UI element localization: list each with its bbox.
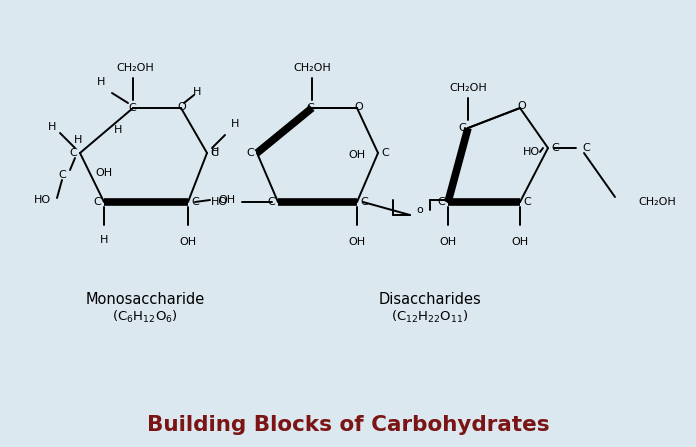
Text: C: C xyxy=(93,197,101,207)
Text: H: H xyxy=(74,135,82,145)
Text: C: C xyxy=(246,148,254,158)
Text: C: C xyxy=(210,148,218,158)
Text: C: C xyxy=(267,197,275,207)
Text: C: C xyxy=(551,143,559,153)
Text: Disaccharides: Disaccharides xyxy=(379,292,482,308)
Text: (C$_{12}$H$_{22}$O$_{11}$): (C$_{12}$H$_{22}$O$_{11}$) xyxy=(391,309,469,325)
Text: HO: HO xyxy=(523,147,540,157)
Text: OH: OH xyxy=(349,237,365,247)
Text: H: H xyxy=(100,235,108,245)
Text: OH: OH xyxy=(180,237,196,247)
Text: O: O xyxy=(177,102,187,112)
Text: C: C xyxy=(360,197,368,207)
Text: OH: OH xyxy=(439,237,457,247)
Text: C: C xyxy=(128,103,136,113)
Text: H: H xyxy=(231,119,239,129)
Text: H: H xyxy=(193,87,201,97)
Text: O: O xyxy=(355,102,363,112)
Text: C: C xyxy=(306,103,314,113)
Text: C: C xyxy=(191,197,199,207)
Text: H: H xyxy=(48,122,56,132)
Text: H: H xyxy=(211,147,219,157)
Text: C: C xyxy=(437,197,445,207)
Text: C: C xyxy=(458,123,466,133)
Text: CH₂OH: CH₂OH xyxy=(116,63,154,73)
Text: C: C xyxy=(381,148,389,158)
Text: o: o xyxy=(417,205,423,215)
Text: H: H xyxy=(114,125,122,135)
Text: CH₂OH: CH₂OH xyxy=(293,63,331,73)
Text: HO: HO xyxy=(211,197,228,207)
Text: Building Blocks of Carbohydrates: Building Blocks of Carbohydrates xyxy=(147,415,549,435)
Text: OH: OH xyxy=(218,195,235,205)
Text: Monosaccharide: Monosaccharide xyxy=(86,292,205,308)
Text: C: C xyxy=(69,148,77,158)
Text: OH: OH xyxy=(349,150,365,160)
Text: CH₂OH: CH₂OH xyxy=(449,83,487,93)
Text: CH₂OH: CH₂OH xyxy=(638,197,676,207)
Text: C: C xyxy=(582,143,590,153)
Text: OH: OH xyxy=(95,168,112,178)
Text: OH: OH xyxy=(512,237,528,247)
Text: H: H xyxy=(97,77,105,87)
Text: C: C xyxy=(523,197,531,207)
Text: O: O xyxy=(518,101,526,111)
Text: (C$_6$H$_{12}$O$_6$): (C$_6$H$_{12}$O$_6$) xyxy=(112,309,178,325)
Text: HO: HO xyxy=(33,195,51,205)
Text: C: C xyxy=(58,170,66,180)
